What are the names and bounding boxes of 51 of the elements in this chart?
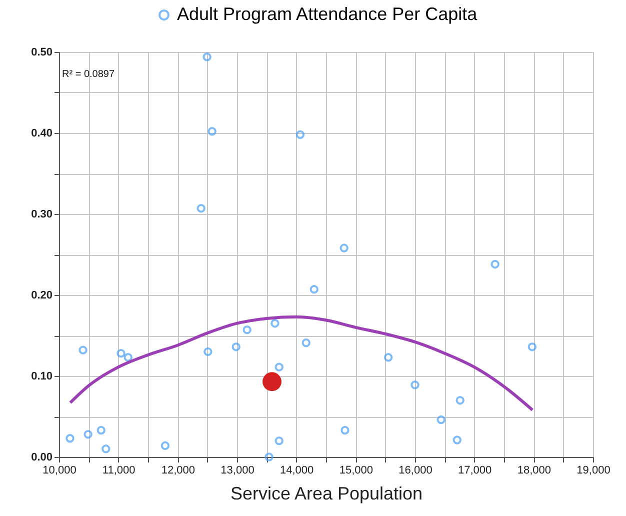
point [102, 444, 110, 454]
x-tick-label: 14,000 [280, 464, 314, 476]
x-tick-label: 15,000 [339, 464, 373, 476]
annotation: R² = 0.0897 [62, 69, 115, 80]
point [270, 319, 280, 328]
point [274, 436, 284, 446]
x-tick-label: 19,000 [576, 464, 610, 476]
point [274, 362, 284, 372]
point [96, 426, 106, 435]
point [66, 434, 74, 443]
point [208, 127, 216, 136]
point [78, 346, 88, 354]
point [340, 244, 348, 252]
point [242, 325, 252, 334]
point [296, 130, 305, 139]
point [340, 426, 350, 435]
point [452, 436, 462, 444]
x-tick-label: 10,000 [42, 464, 76, 476]
point [410, 380, 420, 390]
x-tick-label: 11,000 [102, 464, 136, 476]
point [160, 441, 170, 450]
point [302, 338, 310, 348]
point [310, 284, 318, 294]
x-tick-label: 17,000 [458, 464, 492, 476]
x-tick-label: 16,000 [398, 464, 432, 476]
point [196, 204, 206, 213]
y-tick-label: 0.10 [31, 370, 52, 382]
x-tick-label: 12,000 [161, 464, 195, 476]
legend-label: Adult Program Attendance Per Capita [177, 4, 478, 24]
point [124, 353, 132, 362]
y-tick-label: 0.00 [31, 452, 52, 464]
x-axis-title: Service Area Population [230, 484, 423, 504]
x-tick-label: 18,000 [517, 464, 551, 476]
line-series [68, 315, 534, 412]
point [84, 430, 92, 439]
y-tick-label: 0.40 [31, 128, 52, 140]
x-tick-label: 13,000 [220, 464, 254, 476]
point [384, 353, 393, 362]
y-tick-label: 0.30 [31, 208, 52, 220]
point [490, 260, 500, 269]
point [204, 347, 212, 356]
point [528, 342, 537, 352]
y-tick-label: 0.50 [31, 46, 52, 58]
point [436, 415, 446, 424]
point [202, 52, 212, 62]
point [262, 372, 282, 392]
point [264, 452, 274, 462]
y-tick-label: 0.20 [31, 290, 52, 302]
point [116, 348, 126, 358]
point [232, 342, 240, 352]
point [456, 396, 464, 405]
